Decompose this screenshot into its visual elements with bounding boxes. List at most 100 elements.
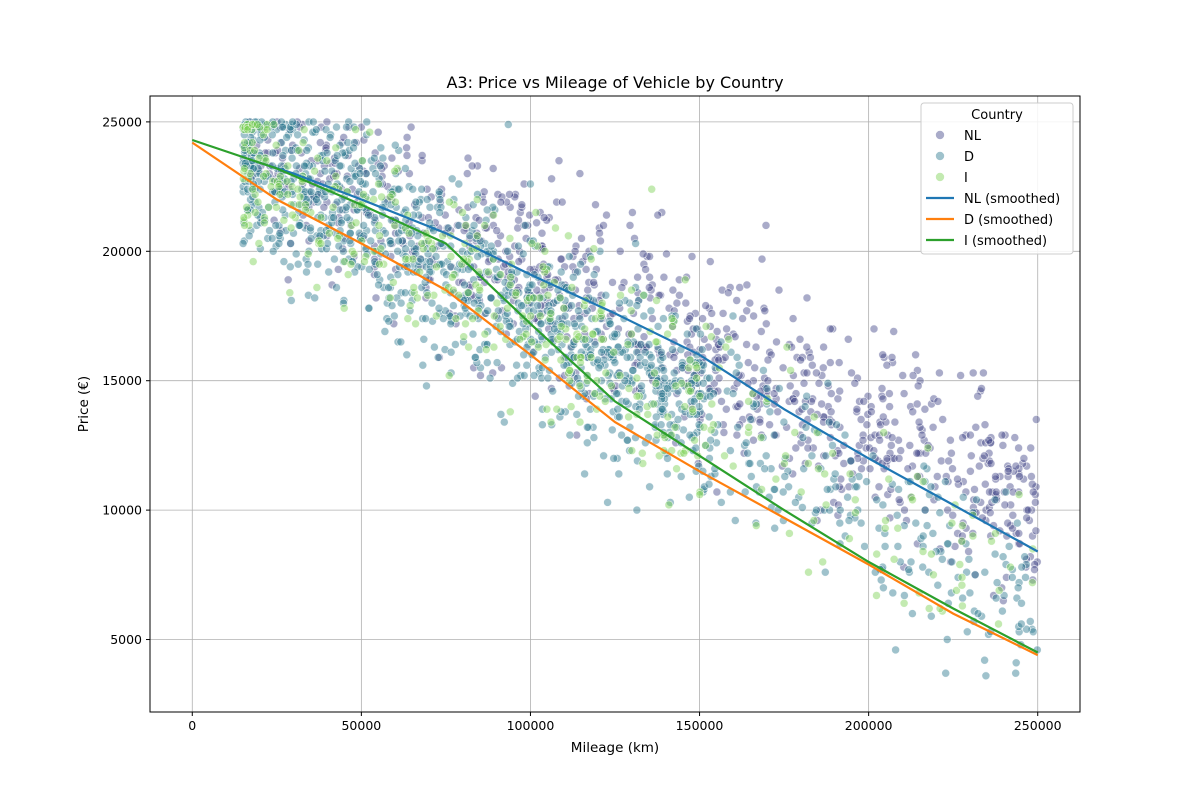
scatter-point-d xyxy=(843,492,852,502)
scatter-point-d xyxy=(418,360,428,370)
scatter-point-i xyxy=(250,208,260,217)
scatter-point-d xyxy=(779,417,789,427)
scatter-point-i xyxy=(404,228,414,238)
scatter-point-nl xyxy=(687,252,697,261)
scatter-point-i xyxy=(908,495,917,505)
scatter-point-d xyxy=(407,228,417,238)
scatter-point-nl xyxy=(876,420,885,430)
scatter-point-i xyxy=(527,239,537,248)
scatter-point-d xyxy=(285,262,295,272)
scatter-point-nl xyxy=(980,479,990,489)
scatter-point-i xyxy=(586,353,596,362)
scatter-point-i xyxy=(283,161,293,171)
scatter-point-d xyxy=(306,187,316,197)
scatter-point-i xyxy=(299,125,309,134)
scatter-point-i xyxy=(701,441,710,450)
scatter-point-i xyxy=(690,435,699,445)
scatter-point-i xyxy=(744,397,753,406)
scatter-point-nl xyxy=(720,353,730,362)
scatter-point-d xyxy=(891,645,900,655)
scatter-point-nl xyxy=(581,252,591,261)
scatter-point-d xyxy=(454,221,464,230)
scatter-point-d xyxy=(746,415,756,424)
scatter-point-d xyxy=(840,531,850,541)
scatter-point-nl xyxy=(315,138,325,147)
scatter-point-i xyxy=(351,125,360,134)
scatter-point-nl xyxy=(723,288,733,298)
scatter-point-i xyxy=(260,218,269,228)
scatter-point-nl xyxy=(804,347,814,357)
plot-frame xyxy=(149,95,1081,713)
scatter-point-d xyxy=(663,454,672,463)
scatter-point-nl xyxy=(517,203,527,212)
scatter-point-d xyxy=(918,531,928,541)
scatter-point-i xyxy=(511,290,521,300)
scatter-point-d xyxy=(422,195,432,204)
scatter-point-d xyxy=(612,329,622,339)
scatter-point-i xyxy=(818,557,828,567)
scatter-point-d xyxy=(390,140,400,150)
scatter-point-i xyxy=(685,355,695,365)
scatter-point-d xyxy=(638,391,648,401)
scatter-point-nl xyxy=(908,461,917,471)
scatter-point-nl xyxy=(654,290,664,300)
scatter-point-d xyxy=(342,213,352,222)
scatter-point-d xyxy=(745,459,755,468)
scatter-point-nl xyxy=(488,164,498,173)
scatter-point-nl xyxy=(833,446,842,455)
scatter-point-d xyxy=(357,262,367,272)
scatter-point-nl xyxy=(332,169,342,178)
scatter-point-d xyxy=(287,153,297,163)
scatter-point-nl xyxy=(882,456,892,466)
scatter-point-d xyxy=(998,606,1007,616)
scatter-point-d xyxy=(732,353,742,362)
scatter-point-d xyxy=(825,505,834,515)
scatter-point-nl xyxy=(517,254,527,264)
scatter-point-nl xyxy=(885,402,894,411)
scatter-point-nl xyxy=(756,327,766,336)
scatter-point-nl xyxy=(537,228,547,238)
scatter-point-nl xyxy=(1022,513,1031,523)
scatter-point-d xyxy=(888,588,898,598)
scatter-point-d xyxy=(596,360,605,370)
scatter-point-d xyxy=(587,314,597,323)
scatter-point-d xyxy=(471,353,480,362)
scatter-point-nl xyxy=(575,311,584,321)
scatter-point-d xyxy=(1011,658,1021,668)
scatter-point-i xyxy=(927,549,936,559)
scatter-point-nl xyxy=(932,472,942,481)
scatter-point-i xyxy=(423,290,433,300)
scatter-point-nl xyxy=(802,342,812,352)
scatter-point-d xyxy=(1004,542,1014,551)
scatter-point-d xyxy=(556,407,566,417)
scatter-point-nl xyxy=(330,169,340,178)
scatter-point-nl xyxy=(316,122,326,132)
scatter-point-d xyxy=(856,518,866,528)
scatter-point-d xyxy=(271,221,281,230)
scatter-point-d xyxy=(400,288,410,298)
scatter-point-d xyxy=(325,133,335,142)
scatter-point-i xyxy=(340,257,349,266)
scatter-point-i xyxy=(555,332,565,342)
scatter-point-d xyxy=(536,319,546,329)
scatter-point-i xyxy=(804,567,813,577)
scatter-point-d xyxy=(572,410,582,419)
scatter-point-i xyxy=(632,373,642,383)
scatter-point-d xyxy=(568,272,578,282)
scatter-point-d xyxy=(667,311,677,321)
scatter-point-d xyxy=(990,495,1000,505)
scatter-point-i xyxy=(1006,562,1015,572)
legend-marker xyxy=(935,172,945,182)
scatter-point-nl xyxy=(349,252,359,261)
scatter-point-i xyxy=(444,371,454,380)
scatter-point-nl xyxy=(681,298,691,308)
scatter-point-d xyxy=(652,366,662,375)
scatter-point-i xyxy=(432,262,441,272)
scatter-point-nl xyxy=(570,247,580,256)
scatter-point-d xyxy=(446,262,455,272)
scatter-point-d xyxy=(435,208,445,217)
scatter-point-i xyxy=(346,259,356,269)
scatter-point-i xyxy=(588,329,598,339)
scatter-point-nl xyxy=(772,337,781,347)
scatter-point-d xyxy=(533,301,543,310)
